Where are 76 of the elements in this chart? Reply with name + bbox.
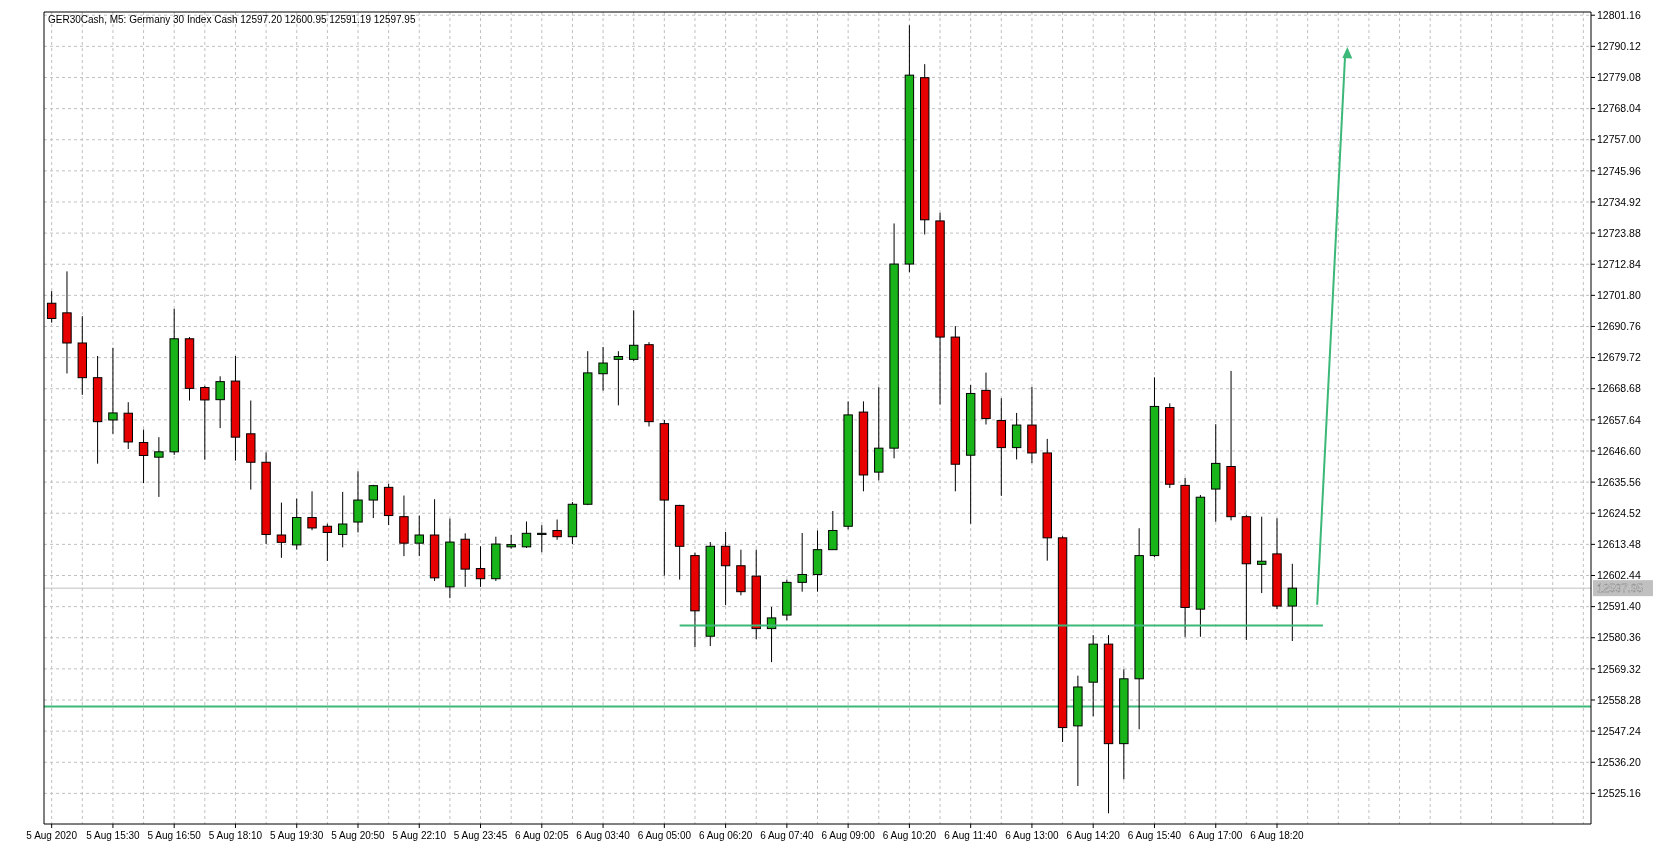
candlestick	[307, 490, 317, 531]
y-tick-label: 12757.00	[1597, 133, 1641, 146]
y-tick-label: 12558.28	[1597, 693, 1641, 706]
y-tick-label: 12613.48	[1597, 538, 1641, 551]
y-tick-label: 12790.12	[1597, 40, 1641, 53]
candlestick	[414, 515, 424, 557]
x-tick-label: 6 Aug 02:05	[515, 830, 569, 841]
candlestick	[154, 436, 164, 498]
x-tick-label: 5 Aug 15:30	[86, 830, 141, 841]
candlestick	[1011, 412, 1022, 460]
x-tick-label: 6 Aug 06:20	[698, 830, 753, 841]
candlestick	[720, 531, 731, 606]
x-tick-label: 5 Aug 23:45	[453, 830, 508, 841]
x-tick-label: 6 Aug 13:00	[1005, 830, 1060, 841]
candlestick	[276, 502, 287, 559]
x-tick-label: 6 Aug 14:20	[1066, 830, 1121, 841]
candlestick	[475, 545, 486, 588]
y-tick-label: 12801.16	[1597, 8, 1641, 21]
y-tick-label: 12525.16	[1597, 787, 1641, 800]
y-tick-label: 12657.64	[1597, 413, 1641, 426]
x-tick-label: 5 Aug 22:10	[392, 830, 447, 841]
x-tick-label: 5 Aug 16:50	[147, 830, 202, 841]
candlestick	[613, 350, 624, 406]
x-tick-label: 5 Aug 2020	[26, 830, 78, 841]
x-tick-label: 6 Aug 03:40	[576, 830, 631, 841]
candlestick	[521, 520, 532, 549]
x-tick-label: 6 Aug 11:40	[944, 830, 998, 841]
y-tick-label: 12635.56	[1597, 475, 1641, 488]
candlestick	[552, 519, 562, 541]
y-tick-label: 12690.76	[1597, 320, 1641, 333]
x-tick-label: 5 Aug 20:50	[331, 830, 386, 841]
y-tick-label: 12591.40	[1597, 600, 1641, 613]
chart-title: GER30Cash, M5: Germany 30 Index Cash 12597.20 12600.95 12591.19 12597.95	[48, 14, 416, 25]
candlestick	[874, 386, 884, 481]
y-tick-label: 12602.44	[1597, 569, 1641, 582]
y-tick-label: 12734.92	[1597, 195, 1641, 208]
candlestick	[46, 290, 57, 324]
y-tick-label: 12569.32	[1597, 662, 1641, 675]
y-tick-label: 12768.04	[1597, 102, 1641, 115]
x-tick-label: 6 Aug 17:00	[1189, 830, 1243, 841]
y-tick-label: 12547.24	[1597, 724, 1641, 737]
candlestick	[368, 484, 379, 519]
candlestick	[108, 347, 118, 435]
candlestick	[1287, 563, 1298, 642]
x-tick-label: 6 Aug 07:40	[760, 830, 814, 841]
y-tick-label: 12624.52	[1597, 506, 1641, 519]
x-tick-label: 6 Aug 18:20	[1250, 830, 1305, 841]
candlestick	[322, 523, 333, 562]
x-tick-label: 6 Aug 15:40	[1127, 830, 1182, 841]
y-tick-label: 12723.88	[1597, 226, 1641, 239]
x-tick-label: 6 Aug 09:00	[821, 830, 876, 841]
y-tick-label: 12712.84	[1597, 257, 1641, 270]
y-tick-label: 12580.36	[1597, 631, 1641, 644]
candlestick	[337, 491, 348, 548]
candlestick	[797, 532, 807, 593]
y-tick-label: 12779.08	[1597, 71, 1641, 84]
x-tick-label: 5 Aug 19:30	[270, 830, 324, 841]
y-tick-label: 12745.96	[1597, 164, 1641, 177]
y-tick-label: 12668.68	[1597, 382, 1641, 395]
x-tick-label: 6 Aug 05:00	[637, 830, 692, 841]
candlestick	[353, 470, 363, 533]
y-tick-label: 12646.60	[1597, 444, 1641, 457]
x-tick-label: 5 Aug 18:10	[208, 830, 263, 841]
ref-line-label: 12597.95	[1597, 582, 1643, 594]
candlestick	[200, 385, 210, 461]
candlestick	[1256, 516, 1267, 594]
y-tick-label: 12679.72	[1597, 351, 1641, 364]
y-tick-label: 12536.20	[1597, 755, 1641, 768]
candlestick	[598, 346, 608, 392]
candlestick	[537, 524, 547, 553]
x-tick-label: 6 Aug 10:20	[882, 830, 937, 841]
y-tick-label: 12701.80	[1597, 289, 1641, 302]
candlestick	[828, 510, 838, 551]
candlestick	[628, 309, 639, 362]
candlestick	[138, 429, 149, 484]
candlestick	[215, 375, 225, 429]
